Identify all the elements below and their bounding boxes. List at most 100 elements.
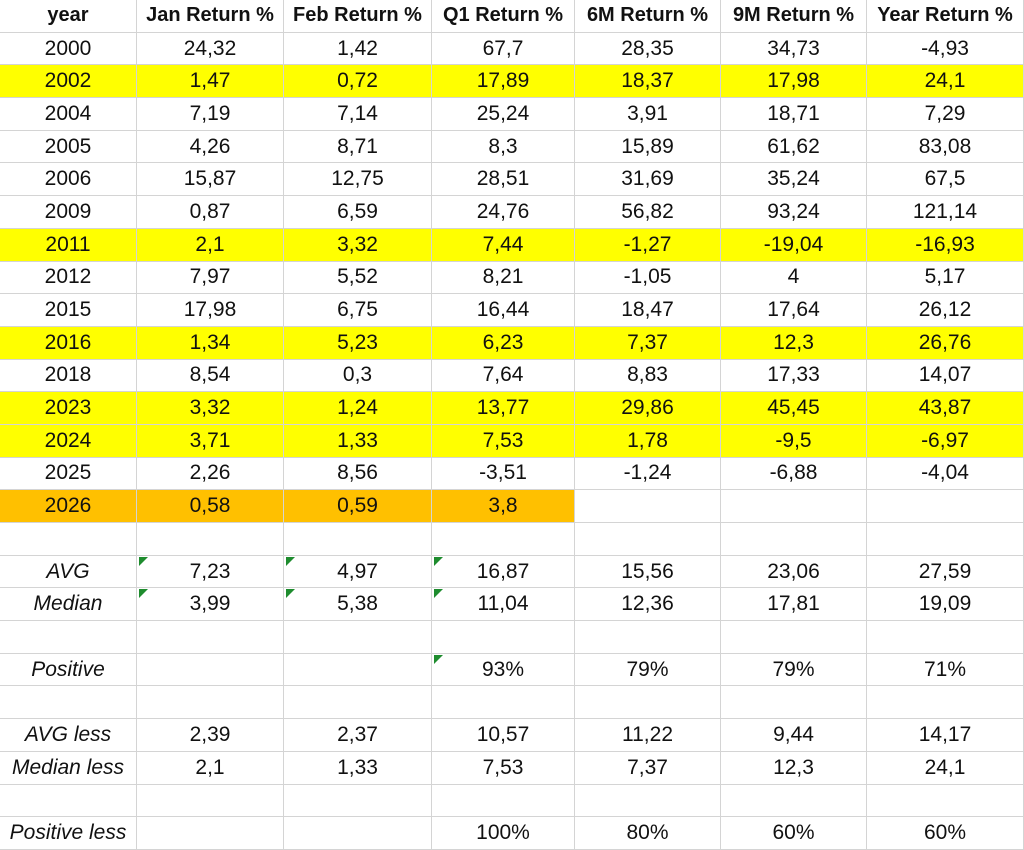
cell-6m[interactable]: 3,91: [575, 98, 721, 131]
cell-feb[interactable]: [284, 686, 432, 720]
cell-jan[interactable]: 2,1: [137, 228, 284, 262]
cell-jan[interactable]: [137, 784, 284, 818]
cell-year-return[interactable]: 43,87: [867, 392, 1024, 425]
cell-year-return[interactable]: [867, 523, 1024, 556]
cell-jan[interactable]: 1,47: [137, 65, 284, 99]
cell-jan[interactable]: 3,71: [137, 424, 284, 458]
cell-jan[interactable]: 2,1: [137, 751, 284, 785]
cell-year[interactable]: Positive: [0, 653, 137, 687]
cell-6m[interactable]: 80%: [575, 817, 721, 850]
cell-q1[interactable]: 13,77: [432, 392, 575, 425]
cell-feb[interactable]: 0,72: [284, 65, 432, 99]
cell-year-return[interactable]: 67,5: [867, 163, 1024, 197]
cell-q1[interactable]: [432, 784, 575, 818]
cell-6m[interactable]: [575, 686, 721, 720]
cell-9m[interactable]: 93,24: [721, 196, 867, 229]
cell-6m[interactable]: 7,37: [575, 326, 721, 360]
cell-year-return[interactable]: 27,59: [867, 555, 1024, 589]
cell-feb[interactable]: [284, 653, 432, 687]
cell-jan[interactable]: 2,39: [137, 719, 284, 752]
cell-year[interactable]: [0, 523, 137, 556]
cell-q1[interactable]: 67,7: [432, 32, 575, 66]
cell-9m[interactable]: 23,06: [721, 555, 867, 589]
cell-jan[interactable]: 7,19: [137, 98, 284, 131]
cell-9m[interactable]: 4: [721, 261, 867, 295]
cell-feb[interactable]: 1,42: [284, 32, 432, 66]
cell-year-return[interactable]: [867, 621, 1024, 654]
cell-jan[interactable]: [137, 686, 284, 720]
cell-6m[interactable]: 18,47: [575, 294, 721, 327]
column-header-9m[interactable]: 9M Return %: [721, 0, 867, 33]
cell-year-return[interactable]: 24,1: [867, 65, 1024, 99]
cell-q1[interactable]: 28,51: [432, 163, 575, 197]
cell-9m[interactable]: -6,88: [721, 457, 867, 491]
cell-year[interactable]: 2000: [0, 32, 137, 66]
cell-q1[interactable]: 25,24: [432, 98, 575, 131]
cell-9m[interactable]: [721, 523, 867, 556]
cell-9m[interactable]: 60%: [721, 817, 867, 850]
cell-q1[interactable]: 6,23: [432, 326, 575, 360]
cell-q1[interactable]: 17,89: [432, 65, 575, 99]
cell-year-return[interactable]: 26,76: [867, 326, 1024, 360]
cell-jan[interactable]: 4,26: [137, 130, 284, 164]
cell-6m[interactable]: 29,86: [575, 392, 721, 425]
cell-year-return[interactable]: -16,93: [867, 228, 1024, 262]
cell-jan[interactable]: 24,32: [137, 32, 284, 66]
column-header-jan[interactable]: Jan Return %: [137, 0, 284, 33]
cell-year[interactable]: 2002: [0, 65, 137, 99]
cell-year-return[interactable]: [867, 784, 1024, 818]
cell-jan[interactable]: 0,58: [137, 490, 284, 523]
cell-9m[interactable]: 9,44: [721, 719, 867, 752]
cell-jan[interactable]: [137, 653, 284, 687]
cell-6m[interactable]: 18,37: [575, 65, 721, 99]
cell-q1[interactable]: 7,53: [432, 424, 575, 458]
cell-feb[interactable]: 0,59: [284, 490, 432, 523]
cell-9m[interactable]: 34,73: [721, 32, 867, 66]
cell-feb[interactable]: 5,23: [284, 326, 432, 360]
cell-6m[interactable]: 79%: [575, 653, 721, 687]
cell-9m[interactable]: [721, 490, 867, 523]
cell-year[interactable]: 2004: [0, 98, 137, 131]
cell-year[interactable]: Median less: [0, 751, 137, 785]
cell-year[interactable]: Median: [0, 588, 137, 622]
cell-jan[interactable]: 15,87: [137, 163, 284, 197]
cell-feb[interactable]: 1,24: [284, 392, 432, 425]
cell-9m[interactable]: 17,64: [721, 294, 867, 327]
cell-feb[interactable]: [284, 784, 432, 818]
cell-year-return[interactable]: 26,12: [867, 294, 1024, 327]
cell-9m[interactable]: 35,24: [721, 163, 867, 197]
cell-year[interactable]: Positive less: [0, 817, 137, 850]
cell-q1[interactable]: [432, 523, 575, 556]
cell-q1[interactable]: 10,57: [432, 719, 575, 752]
cell-9m[interactable]: -9,5: [721, 424, 867, 458]
cell-year-return[interactable]: 14,07: [867, 359, 1024, 393]
cell-jan[interactable]: 0,87: [137, 196, 284, 229]
cell-year[interactable]: [0, 621, 137, 654]
cell-feb[interactable]: 12,75: [284, 163, 432, 197]
column-header-6m[interactable]: 6M Return %: [575, 0, 721, 33]
cell-year-return[interactable]: [867, 490, 1024, 523]
cell-6m[interactable]: [575, 523, 721, 556]
cell-9m[interactable]: 17,33: [721, 359, 867, 393]
cell-year-return[interactable]: -4,93: [867, 32, 1024, 66]
cell-9m[interactable]: 17,98: [721, 65, 867, 99]
cell-feb[interactable]: 2,37: [284, 719, 432, 752]
cell-feb[interactable]: 4,97: [284, 555, 432, 589]
cell-q1[interactable]: [432, 686, 575, 720]
cell-year[interactable]: AVG: [0, 555, 137, 589]
cell-year[interactable]: 2024: [0, 424, 137, 458]
cell-q1[interactable]: 7,44: [432, 228, 575, 262]
cell-q1[interactable]: [432, 621, 575, 654]
cell-q1[interactable]: 7,64: [432, 359, 575, 393]
cell-6m[interactable]: 12,36: [575, 588, 721, 622]
cell-feb[interactable]: [284, 523, 432, 556]
cell-feb[interactable]: 8,56: [284, 457, 432, 491]
cell-q1[interactable]: 93%: [432, 653, 575, 687]
cell-6m[interactable]: -1,27: [575, 228, 721, 262]
cell-jan[interactable]: 7,23: [137, 555, 284, 589]
cell-9m[interactable]: 12,3: [721, 326, 867, 360]
cell-q1[interactable]: 7,53: [432, 751, 575, 785]
cell-year-return[interactable]: 60%: [867, 817, 1024, 850]
cell-feb[interactable]: 7,14: [284, 98, 432, 131]
cell-year[interactable]: 2025: [0, 457, 137, 491]
